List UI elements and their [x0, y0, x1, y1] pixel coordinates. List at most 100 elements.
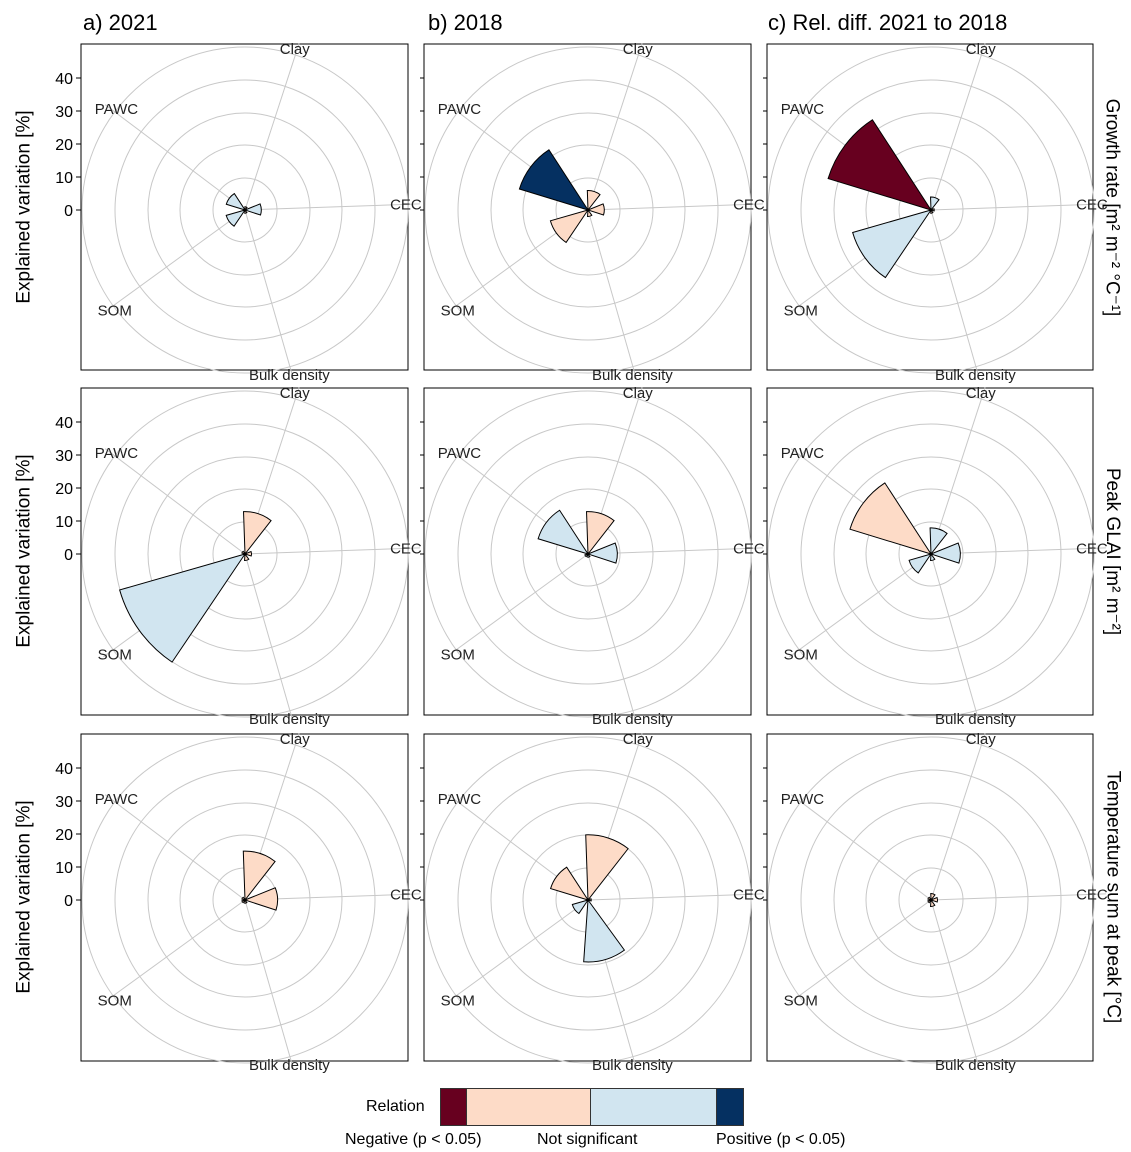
axis-label-cec: CEC	[1076, 540, 1108, 557]
radial-axis	[244, 547, 420, 555]
row-label-growth-rate: Growth rate [m² m⁻² °C⁻¹]	[1101, 98, 1123, 316]
axis-label-cec: CEC	[733, 196, 765, 213]
legend-label-not-significant: Not significant	[537, 1131, 638, 1148]
panel-1-1: Clay CEC Bulk density SOM PAWC 0 10 20 30 40	[55, 41, 422, 384]
grid-ring	[457, 79, 719, 341]
grid-ring	[490, 456, 686, 652]
panel-3-1: Clay CEC Bulk density SOM PAWC 0 10 20 30 40	[55, 731, 422, 1074]
bar-pawc	[537, 509, 590, 555]
grid-ring	[147, 456, 343, 652]
axis-label-som: SOM	[98, 303, 132, 320]
legend-title: Relation	[366, 1098, 425, 1115]
axis-label-pawc: PAWC	[781, 445, 824, 462]
bar-som	[927, 899, 933, 904]
axis-label-pawc: PAWC	[438, 101, 481, 118]
grid-ring	[81, 390, 409, 718]
grid-ring	[555, 177, 621, 243]
radial-axis	[104, 104, 246, 211]
bar-clay	[930, 892, 936, 902]
y-tick-label: 20	[55, 827, 73, 844]
axis-label-clay: Clay	[966, 41, 997, 58]
axis-label-som: SOM	[441, 993, 475, 1010]
grid-ring	[865, 144, 997, 276]
bar-som	[908, 553, 933, 574]
y-tick-label: 0	[64, 893, 73, 910]
radial-axis	[244, 899, 294, 1069]
bar-bulk-density	[587, 208, 593, 218]
radial-axis	[587, 553, 637, 723]
bar-pawc	[241, 896, 247, 901]
y-axis-title-row2: Explained variation [%]	[13, 454, 35, 648]
panel-2-3: Clay CEC Bulk density SOM PAWC	[763, 385, 1108, 728]
axis-label-cec: CEC	[733, 540, 765, 557]
bar-pawc	[549, 866, 590, 901]
y-tick-label: 10	[55, 170, 73, 187]
radial-axis	[244, 203, 420, 211]
column-title-rel-diff: c) Rel. diff. 2021 to 2018	[768, 10, 1008, 35]
grid-ring	[800, 769, 1062, 1031]
bar-pawc	[241, 550, 247, 555]
y-axis-title-row3: Explained variation [%]	[13, 800, 35, 994]
grid-ring	[522, 144, 654, 276]
axis-label-cec: CEC	[1076, 196, 1108, 213]
axis-label-som: SOM	[784, 303, 818, 320]
bar-cec	[243, 203, 262, 216]
radial-axis	[104, 794, 246, 901]
grid-ring	[114, 769, 376, 1031]
axis-label-som: SOM	[784, 993, 818, 1010]
grid-ring	[179, 144, 311, 276]
radial-axis	[789, 553, 932, 658]
bar-pawc	[225, 192, 247, 211]
radial-axis	[103, 899, 246, 1004]
axis-label-clay: Clay	[623, 41, 654, 58]
bar-cec	[243, 887, 279, 911]
radial-axis	[587, 893, 763, 901]
radial-axis	[587, 209, 637, 379]
grid-ring	[800, 423, 1062, 685]
legend-swatch-positive-ns	[590, 1088, 717, 1126]
row-label-peak-glai: Peak GLAI [m² m⁻²]	[1101, 467, 1123, 635]
bar-bulk-density	[244, 208, 248, 214]
radial-axis	[446, 553, 589, 658]
panel-frame	[766, 43, 1094, 371]
radial-axis	[244, 43, 300, 211]
grid-ring	[865, 488, 997, 620]
bar-pawc	[518, 149, 590, 211]
axis-label-pawc: PAWC	[95, 445, 138, 462]
grid-ring	[147, 112, 343, 308]
bar-cec	[586, 203, 605, 216]
grid-ring	[147, 802, 343, 998]
axis-label-bulk-density: Bulk density	[935, 711, 1016, 728]
radial-axis	[244, 553, 294, 723]
grid-ring	[81, 736, 409, 1064]
panel-2-2: Clay CEC Bulk density SOM PAWC	[420, 385, 765, 728]
grid-ring	[212, 177, 278, 243]
bar-pawc	[927, 896, 933, 901]
grid-ring	[81, 46, 409, 374]
grid-ring	[767, 736, 1095, 1064]
bar-clay	[243, 511, 272, 556]
grid-ring	[424, 390, 752, 718]
legend-label-negative: Negative (p < 0.05)	[345, 1131, 482, 1148]
column-title-2018: b) 2018	[428, 10, 503, 35]
axis-label-bulk-density: Bulk density	[249, 367, 330, 384]
bar-bulk-density	[244, 552, 250, 562]
legend-swatch-negative-ns	[466, 1088, 591, 1126]
panel-3-2: Clay CEC Bulk density SOM PAWC	[420, 731, 765, 1074]
row-label-temperature-sum: Temperature sum at peak [°C]	[1101, 770, 1123, 1024]
y-tick-label: 0	[64, 547, 73, 564]
grid-ring	[457, 423, 719, 685]
bar-som	[225, 209, 247, 227]
grid-ring	[424, 736, 752, 1064]
bar-som	[571, 899, 590, 915]
bar-clay	[930, 196, 940, 212]
axis-label-clay: Clay	[280, 731, 311, 748]
y-tick-label: 20	[55, 481, 73, 498]
axis-label-cec: CEC	[390, 540, 422, 557]
grid-ring	[490, 112, 686, 308]
grid-ring	[833, 112, 1029, 308]
legend-swatch-positive-sig	[716, 1088, 744, 1126]
axis-label-pawc: PAWC	[438, 445, 481, 462]
y-axis-title-row1: Explained variation [%]	[13, 110, 35, 304]
y-tick-label: 30	[55, 794, 73, 811]
